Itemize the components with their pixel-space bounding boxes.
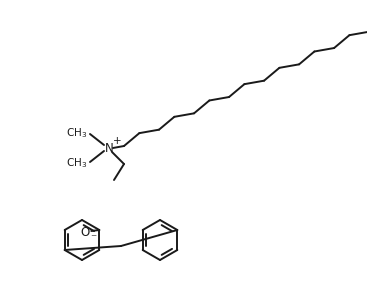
Text: CH$_3$: CH$_3$ xyxy=(66,126,87,140)
Text: CH$_3$: CH$_3$ xyxy=(66,156,87,170)
Text: +: + xyxy=(113,136,121,146)
Text: ⁻: ⁻ xyxy=(90,233,97,246)
Text: N: N xyxy=(105,143,113,155)
Text: O: O xyxy=(81,226,90,239)
